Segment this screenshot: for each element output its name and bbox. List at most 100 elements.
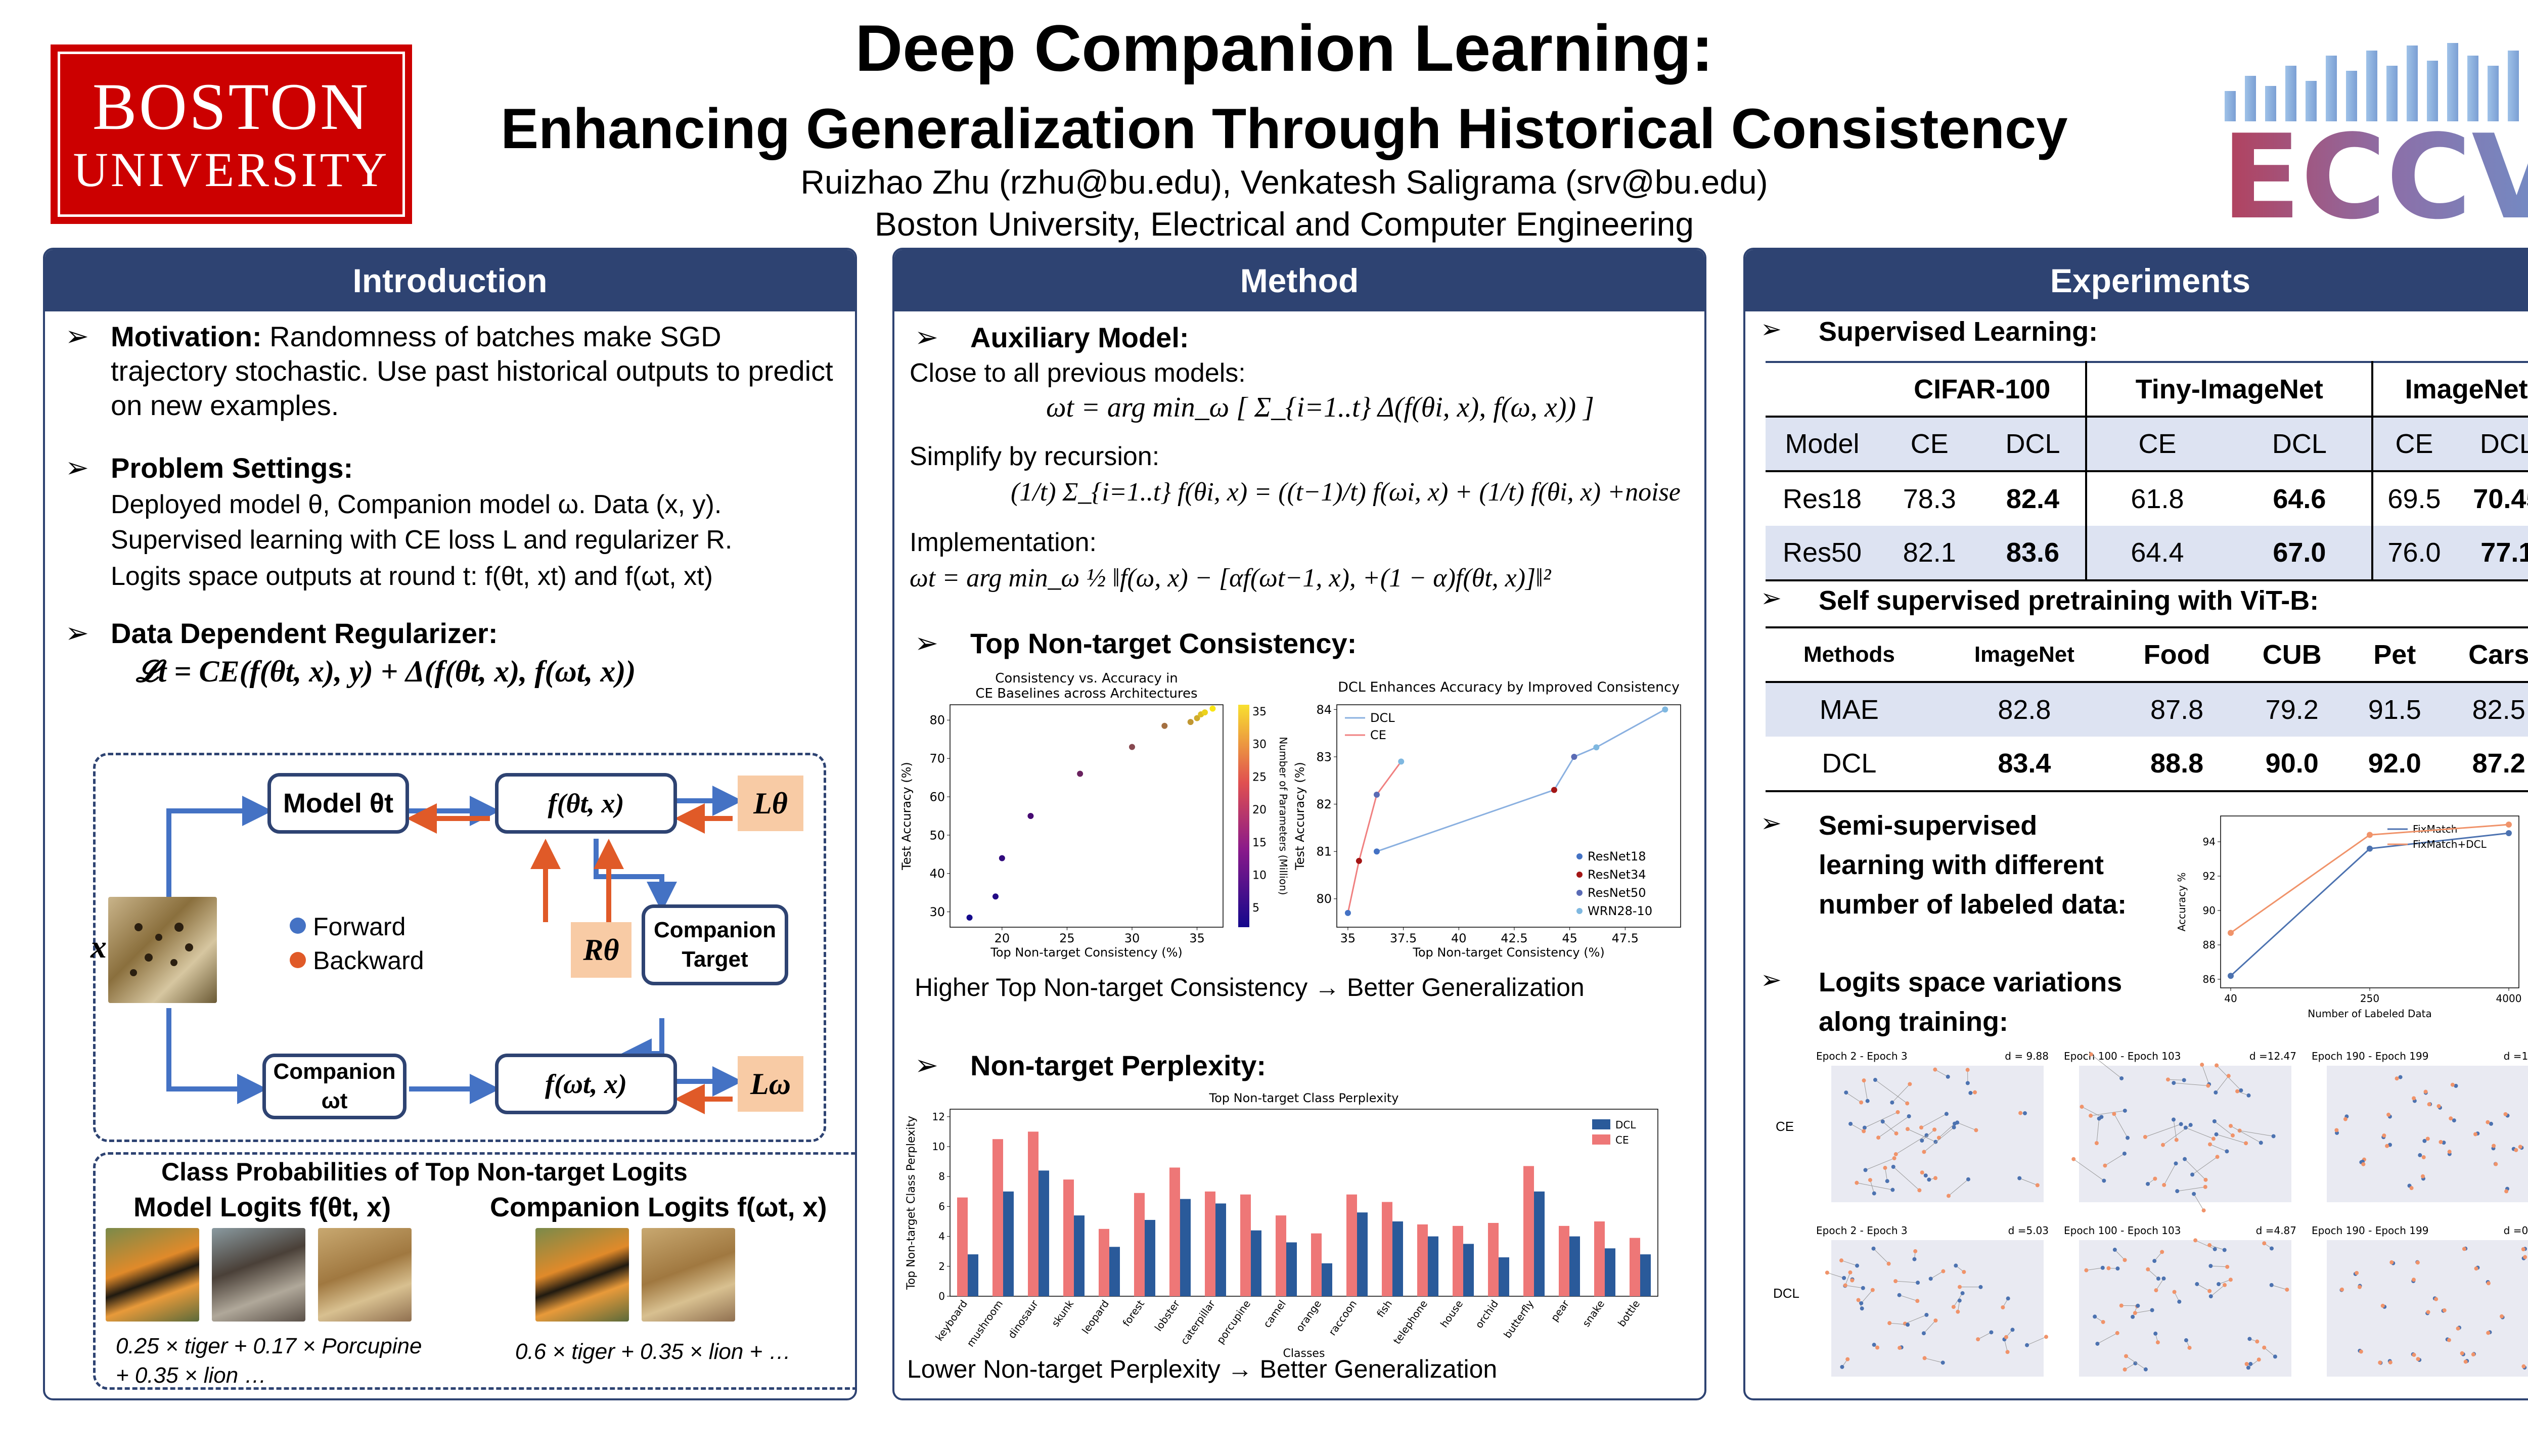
series-point — [1344, 909, 1351, 916]
auxiliary-equation-3: ωt = arg min_ω ½ ‖f(ω, x) − [αf(ωt−1, x)… — [910, 564, 1551, 593]
displacement-line — [2114, 1249, 2125, 1260]
displacement-line — [1907, 1128, 1936, 1143]
scatter-point — [2123, 1108, 2127, 1113]
scatter-point — [2447, 1338, 2451, 1342]
scatter-point — [2093, 1314, 2097, 1319]
x-tick-label: 35 — [1340, 931, 1356, 945]
displacement-line — [2096, 1118, 2100, 1144]
l-omega-box: Lω — [738, 1056, 803, 1112]
displacement-line — [1899, 1295, 1918, 1301]
scatter-point — [1865, 1099, 1870, 1103]
scatter-point — [2165, 1077, 2170, 1082]
class-probabilities-title: Class Probabilities of Top Non-target Lo… — [161, 1158, 688, 1186]
scatter-point — [1962, 1269, 1966, 1274]
bullet-arrow-icon: ➢ — [65, 320, 89, 352]
scatter-point — [2172, 1081, 2176, 1085]
y-tick-label: 81 — [1316, 845, 1332, 859]
x-tick-label: 40 — [2224, 992, 2237, 1005]
scatter-point — [1924, 1312, 1929, 1317]
logits-heading-line-1: Logits space variations — [1819, 967, 2123, 997]
scatter-point — [2359, 1349, 2363, 1354]
scatter-point — [2100, 1265, 2105, 1270]
displacement-line — [1845, 1092, 1862, 1103]
scatter-point — [1187, 719, 1194, 725]
legend-backward: Backward — [313, 946, 424, 975]
displacement-line — [1861, 1290, 1873, 1304]
scatter-point — [2230, 1133, 2235, 1138]
y-tick-label: 88 — [2203, 939, 2216, 951]
x-tick-label: orchid — [1473, 1298, 1501, 1331]
scatter-point — [2494, 1162, 2498, 1166]
scatter-point — [2442, 1308, 2447, 1312]
scatter-point — [1077, 770, 1084, 777]
legend-label: CE — [1615, 1134, 1629, 1146]
scatter-point — [2427, 1102, 2431, 1107]
displacement-line — [1870, 1179, 1875, 1194]
scatter-point — [2018, 1111, 2023, 1115]
scatter-point — [1989, 1330, 1994, 1335]
scatter-point — [2131, 1314, 2135, 1319]
bar — [1276, 1215, 1286, 1296]
semi-supervised-line-chart: 86 88 90 92 94 40 250 4000 Number of Labeled Dat… — [2176, 815, 2521, 1020]
table-cell: 82.1 — [1903, 537, 1956, 568]
scatter-point — [2126, 1135, 2130, 1140]
scatter-point — [1927, 1177, 1931, 1182]
scatter-point — [2255, 1339, 2260, 1344]
scatter-point — [2154, 1288, 2158, 1293]
bar — [1605, 1248, 1615, 1296]
y-tick-label: 2 — [938, 1260, 945, 1272]
y-tick-label: 70 — [929, 752, 945, 766]
scatter-point — [2269, 1246, 2274, 1251]
scatter-point — [2425, 1136, 2430, 1141]
y-tick-label: 8 — [938, 1170, 945, 1182]
displacement-line — [1957, 1122, 1976, 1131]
companion-probability: 0.6 × tiger + 0.35 × lion + … — [515, 1339, 791, 1364]
displacement-line — [2082, 1106, 2102, 1117]
scatter-point — [1845, 1357, 1850, 1361]
bar — [1240, 1194, 1251, 1296]
scatter-point — [2122, 1151, 2127, 1156]
scatter-point — [2143, 1367, 2148, 1372]
model-probability-line-1: 0.25 × tiger + 0.17 × Porcupine — [116, 1334, 422, 1358]
poster-subtitle: Enhancing Generalization Through Histori… — [501, 97, 2068, 160]
scatter-panel-title: Epoch 190 - Epoch 199 — [2312, 1050, 2428, 1062]
scatter-point — [2150, 1308, 2154, 1312]
scatter-point — [2208, 1142, 2213, 1147]
displacement-line — [2163, 1163, 2176, 1186]
logits-heading-line-2: along training: — [1819, 1007, 2008, 1037]
x-tick-label: snake — [1580, 1298, 1607, 1329]
header-cell: Cars — [2468, 640, 2528, 670]
scatter-point — [2156, 1277, 2160, 1281]
lion-image — [642, 1228, 735, 1322]
scatter-point — [2436, 1104, 2441, 1109]
displacement-line — [2177, 1187, 2205, 1192]
scatter-point — [2386, 1112, 2391, 1117]
scatter-point — [2259, 1141, 2263, 1145]
scatter-point — [1928, 1277, 1933, 1281]
scatter-point — [2244, 1141, 2248, 1146]
scatter-point — [2492, 1144, 2496, 1148]
scatter-point — [2415, 1260, 2420, 1265]
x-tick-label: 45 — [1562, 931, 1577, 945]
bar — [1322, 1263, 1332, 1296]
scatter-point — [1955, 1120, 1960, 1125]
scatter-point — [2183, 1125, 2188, 1130]
scatter-point — [2521, 1364, 2526, 1369]
bar — [1063, 1179, 1074, 1296]
bullet-arrow-icon: ➢ — [1760, 809, 1782, 837]
supervised-table: CIFAR-100 Tiny-ImageNet ImageNet Model C… — [1766, 361, 2528, 581]
model-theta-box: Model θt — [267, 773, 409, 834]
scatter-panel-distance: d =5.03 — [2008, 1224, 2049, 1237]
scatter-point — [1941, 1269, 1946, 1273]
x-tick-label: 42.5 — [1501, 931, 1527, 945]
bar — [1640, 1254, 1651, 1296]
displacement-line — [2214, 1121, 2233, 1136]
scatter-point — [2103, 1163, 2107, 1168]
scatter-point — [2152, 1259, 2157, 1263]
scatter-point — [2203, 1185, 2207, 1189]
semi-heading-line-2: learning with different — [1819, 850, 2104, 880]
r-theta-box: Rθ — [571, 922, 631, 978]
scatter-point — [2486, 1120, 2490, 1124]
scatter-point — [2412, 1352, 2416, 1357]
scatter-point — [1839, 1258, 1843, 1263]
